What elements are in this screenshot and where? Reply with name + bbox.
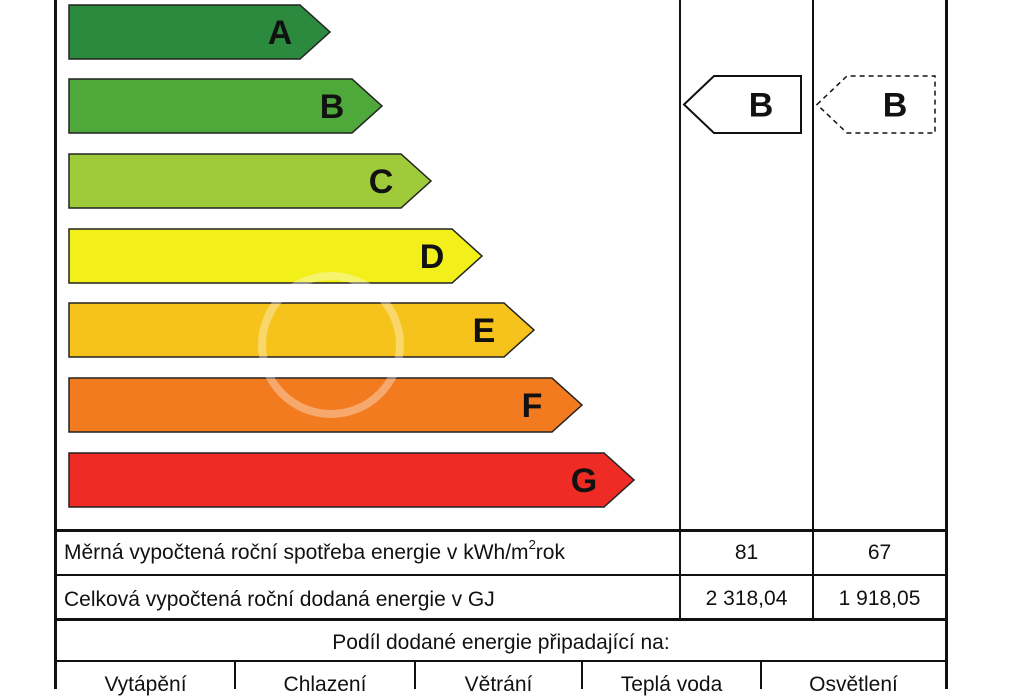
class-bar-a <box>68 4 332 60</box>
row-divider-4 <box>54 660 948 662</box>
specific-consumption-label-main: Měrná vypočtená roční spotřeba energie v… <box>64 541 529 564</box>
class-letter-d: D <box>420 238 445 276</box>
share-col-cooling: Chlazení <box>283 673 367 696</box>
share-col-divider-1 <box>234 661 236 689</box>
share-col-ventilation: Větrání <box>464 673 533 696</box>
class-letter-b: B <box>320 88 345 126</box>
share-col-divider-4 <box>760 661 762 689</box>
class-bar-c <box>68 153 433 209</box>
class-letter-a: A <box>268 14 293 52</box>
specific-consumption-value-current: 81 <box>734 541 759 564</box>
right-border <box>945 0 948 689</box>
row-divider-2 <box>54 574 948 576</box>
proposed-rating-letter: B <box>883 87 908 125</box>
class-bar-f <box>68 377 584 433</box>
left-border <box>54 0 57 689</box>
share-col-lighting: Osvětlení <box>809 673 898 696</box>
class-letter-g: G <box>571 462 597 500</box>
column-divider-1 <box>679 0 681 620</box>
total-energy-value-proposed: 1 918,05 <box>838 587 921 610</box>
specific-consumption-label-sup: 2 <box>528 537 536 552</box>
share-col-divider-2 <box>414 661 416 689</box>
class-bar-d <box>68 228 484 284</box>
class-bar-e <box>68 302 536 358</box>
specific-consumption-label-unit: rok <box>535 541 565 564</box>
current-rating-arrow <box>682 75 802 134</box>
share-col-hot-water: Teplá voda <box>620 673 723 696</box>
row-divider-1 <box>54 529 948 532</box>
proposed-rating-arrow <box>815 75 936 134</box>
class-letter-f: F <box>522 387 543 425</box>
total-energy-label: Celková vypočtená roční dodaná energie v… <box>64 588 495 611</box>
specific-consumption-label: Měrná vypočtená roční spotřeba energie v… <box>64 538 565 564</box>
specific-consumption-value-proposed: 67 <box>867 541 892 564</box>
share-col-divider-3 <box>581 661 583 689</box>
share-title: Podíl dodané energie připadající na: <box>332 631 670 654</box>
row-divider-3 <box>54 618 948 621</box>
class-letter-c: C <box>369 163 394 201</box>
column-divider-2 <box>812 0 814 620</box>
class-bar-b <box>68 78 384 134</box>
class-letter-e: E <box>473 312 496 350</box>
current-rating-letter: B <box>749 87 774 125</box>
share-col-heating: Vytápění <box>104 673 187 696</box>
class-bar-g <box>68 452 636 508</box>
total-energy-value-current: 2 318,04 <box>705 587 788 610</box>
